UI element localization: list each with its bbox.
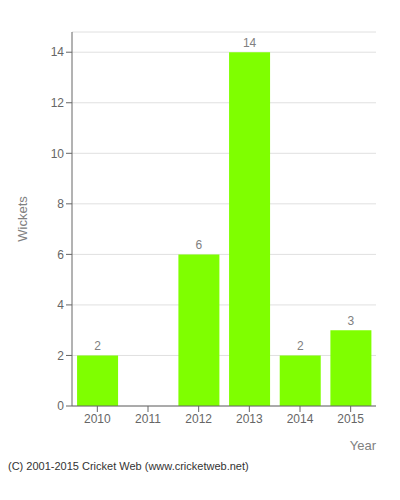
- svg-text:8: 8: [57, 197, 64, 211]
- svg-text:2010: 2010: [84, 412, 111, 426]
- svg-text:2013: 2013: [236, 412, 263, 426]
- svg-text:12: 12: [51, 96, 65, 110]
- svg-text:0: 0: [57, 399, 64, 413]
- svg-text:2014: 2014: [287, 412, 314, 426]
- svg-text:6: 6: [196, 238, 203, 252]
- svg-text:Year: Year: [350, 438, 377, 453]
- svg-text:10: 10: [51, 147, 65, 161]
- svg-text:2011: 2011: [135, 412, 161, 426]
- svg-text:2: 2: [297, 339, 304, 353]
- svg-text:6: 6: [57, 248, 64, 262]
- svg-text:14: 14: [51, 45, 65, 59]
- svg-text:14: 14: [243, 36, 257, 50]
- svg-text:2: 2: [94, 339, 101, 353]
- svg-text:2015: 2015: [337, 412, 364, 426]
- svg-text:2012: 2012: [185, 412, 212, 426]
- html-text:(C) 2001-2015 Cricket Web (www: (C) 2001-2015 Cricket Web (www.cricketwe…: [8, 460, 249, 472]
- svg-text:Wickets: Wickets: [15, 196, 30, 242]
- svg-text:3: 3: [348, 314, 355, 328]
- svg-text:4: 4: [57, 298, 64, 312]
- svg-text:2: 2: [57, 349, 64, 363]
